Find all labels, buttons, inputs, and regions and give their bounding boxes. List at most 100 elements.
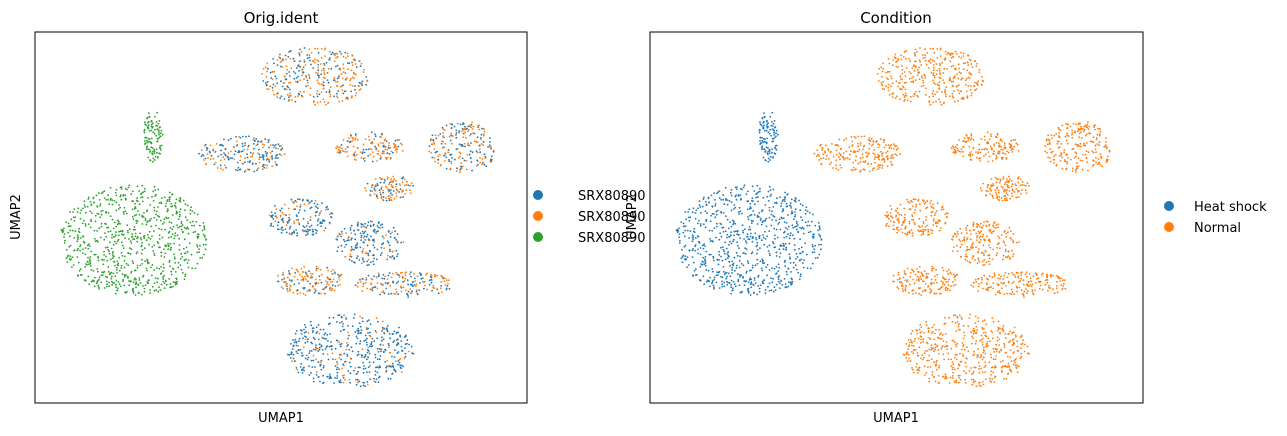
- scatter-point: [373, 155, 375, 158]
- scatter-point: [878, 67, 880, 70]
- scatter-point: [94, 240, 97, 243]
- scatter-point: [877, 80, 880, 82]
- scatter-point: [344, 148, 347, 151]
- scatter-point: [98, 278, 100, 281]
- scatter-point: [388, 199, 391, 202]
- scatter-point: [1002, 178, 1005, 180]
- scatter-point: [965, 84, 967, 86]
- scatter-point: [182, 199, 185, 202]
- scatter-point: [1081, 168, 1084, 171]
- scatter-point: [1044, 150, 1046, 153]
- scatter-point: [243, 148, 246, 151]
- scatter-point: [919, 226, 921, 229]
- scatter-point: [309, 93, 312, 96]
- scatter-point: [231, 157, 234, 160]
- scatter-point: [340, 73, 343, 76]
- scatter-point: [315, 326, 318, 329]
- scatter-point: [944, 221, 947, 224]
- scatter-point: [959, 240, 962, 243]
- cluster-center: [268, 198, 334, 237]
- scatter-point: [832, 155, 835, 158]
- scatter-point: [288, 232, 291, 235]
- scatter-point: [296, 81, 299, 84]
- scatter-point: [922, 232, 925, 235]
- scatter-point: [73, 249, 76, 252]
- scatter-point: [356, 381, 359, 384]
- scatter-point: [83, 200, 86, 203]
- scatter-point: [326, 353, 329, 356]
- scatter-point: [161, 133, 164, 136]
- scatter-point: [271, 214, 274, 217]
- scatter-point: [146, 280, 149, 283]
- scatter-point: [915, 205, 917, 208]
- scatter-point: [1074, 130, 1076, 133]
- scatter-point: [371, 337, 374, 340]
- scatter-point: [113, 200, 116, 202]
- scatter-point: [393, 146, 396, 149]
- scatter-point: [395, 332, 398, 335]
- scatter-point: [121, 230, 124, 233]
- scatter-point: [144, 123, 147, 126]
- scatter-point: [363, 340, 366, 342]
- scatter-point: [156, 111, 159, 114]
- scatter-point: [399, 364, 401, 367]
- scatter-point: [151, 246, 154, 248]
- scatter-point: [479, 151, 481, 154]
- scatter-point: [936, 69, 939, 72]
- scatter-point: [401, 275, 404, 278]
- scatter-point: [1034, 289, 1036, 291]
- scatter-point: [382, 290, 385, 292]
- scatter-point: [475, 165, 478, 167]
- scatter-point: [997, 283, 1000, 286]
- scatter-point: [153, 230, 155, 233]
- scatter-point: [977, 230, 980, 233]
- scatter-point: [336, 250, 339, 253]
- scatter-point: [492, 150, 495, 153]
- scatter-point: [111, 218, 114, 221]
- scatter-point: [1044, 283, 1047, 286]
- scatter-point: [1006, 189, 1008, 191]
- scatter-point: [987, 260, 990, 263]
- scatter-point: [324, 55, 327, 57]
- scatter-point: [897, 273, 900, 276]
- scatter-point: [317, 350, 320, 352]
- scatter-point: [840, 148, 842, 151]
- scatter-point: [151, 274, 153, 277]
- scatter-point: [404, 272, 407, 274]
- scatter-point: [353, 77, 355, 80]
- scatter-point: [813, 152, 816, 155]
- scatter-point: [257, 167, 260, 170]
- scatter-point: [383, 181, 385, 184]
- scatter-point: [302, 292, 305, 295]
- scatter-point: [162, 263, 165, 266]
- scatter-point: [389, 248, 391, 251]
- scatter-point: [953, 148, 956, 151]
- scatter-point: [1059, 160, 1062, 162]
- scatter-point: [938, 84, 941, 87]
- scatter-point: [988, 286, 991, 289]
- scatter-point: [271, 158, 274, 161]
- scatter-point: [248, 135, 250, 138]
- scatter-point: [975, 239, 978, 242]
- scatter-point: [119, 194, 122, 197]
- scatter-point: [324, 227, 327, 230]
- scatter-point: [882, 67, 885, 70]
- legend-orig-ident: SRX80890 SRX80890 SRX80890: [533, 189, 646, 246]
- scatter-points-condition: [675, 47, 1111, 388]
- scatter-point: [292, 357, 295, 360]
- scatter-point: [214, 161, 217, 164]
- scatter-point: [193, 212, 196, 214]
- scatter-point: [1007, 250, 1010, 253]
- scatter-point: [932, 74, 935, 76]
- scatter-point: [289, 49, 292, 52]
- scatter-point: [374, 356, 377, 359]
- scatter-point: [334, 358, 337, 361]
- scatter-point: [910, 229, 913, 231]
- scatter-point: [921, 230, 923, 233]
- scatter-point: [943, 81, 946, 84]
- scatter-point: [149, 220, 151, 222]
- scatter-point: [271, 86, 274, 89]
- scatter-point: [1037, 277, 1040, 279]
- scatter-point: [88, 263, 90, 266]
- scatter-point: [1077, 130, 1079, 133]
